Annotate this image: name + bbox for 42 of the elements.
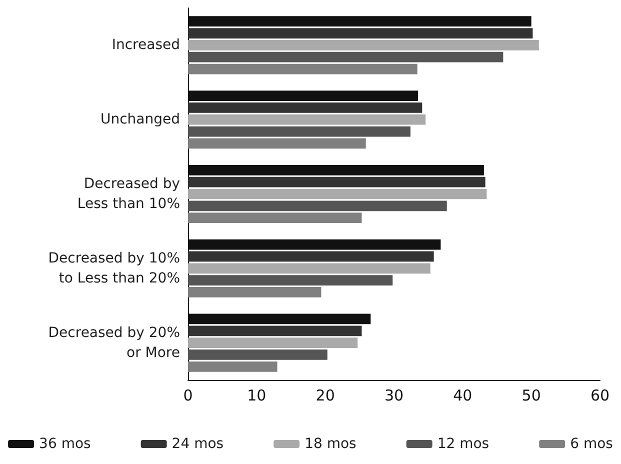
bar	[188, 138, 366, 149]
bar	[188, 164, 484, 176]
x-tick-label: 0	[183, 386, 193, 404]
bar	[188, 263, 430, 274]
legend-label: 6 mos	[570, 436, 613, 452]
legend-label: 18 mos	[304, 436, 356, 452]
bar	[188, 361, 278, 372]
legend-label: 36 mos	[39, 436, 91, 452]
bar	[188, 102, 422, 113]
bar	[188, 176, 486, 188]
legend-label: 12 mos	[437, 436, 490, 452]
bar	[188, 126, 410, 137]
bar	[188, 350, 328, 360]
y-tick-label: Decreased by 10% to Less than 20%	[48, 250, 180, 286]
y-tick-label: Unchanged	[100, 112, 180, 128]
y-tick-label: Increased	[112, 37, 180, 54]
y-tick-label: Decreased by 20% or More	[48, 324, 180, 361]
bar	[188, 16, 532, 27]
bar	[188, 212, 362, 224]
bar	[188, 338, 358, 348]
bar	[188, 275, 393, 286]
bar	[188, 188, 487, 200]
x-tick-label: 20	[316, 386, 335, 404]
bar	[188, 326, 362, 336]
bar	[188, 287, 322, 298]
x-tick-label: 60	[590, 386, 610, 404]
bar	[188, 40, 539, 50]
bar	[188, 90, 418, 101]
bar	[188, 28, 533, 38]
y-tick-label: Decreased by Less than 10%	[77, 176, 180, 212]
bar	[188, 64, 418, 74]
x-tick-label: 10	[247, 386, 266, 404]
bar	[188, 239, 441, 250]
bar	[188, 200, 447, 212]
bar	[188, 114, 426, 125]
x-tick-label: 30	[384, 386, 404, 404]
x-tick-label: 50	[522, 386, 541, 404]
legend-label: 24 mos	[172, 436, 224, 452]
bar	[188, 251, 434, 262]
bar	[188, 314, 371, 324]
bar	[188, 52, 504, 62]
x-tick-label: 40	[453, 386, 472, 404]
